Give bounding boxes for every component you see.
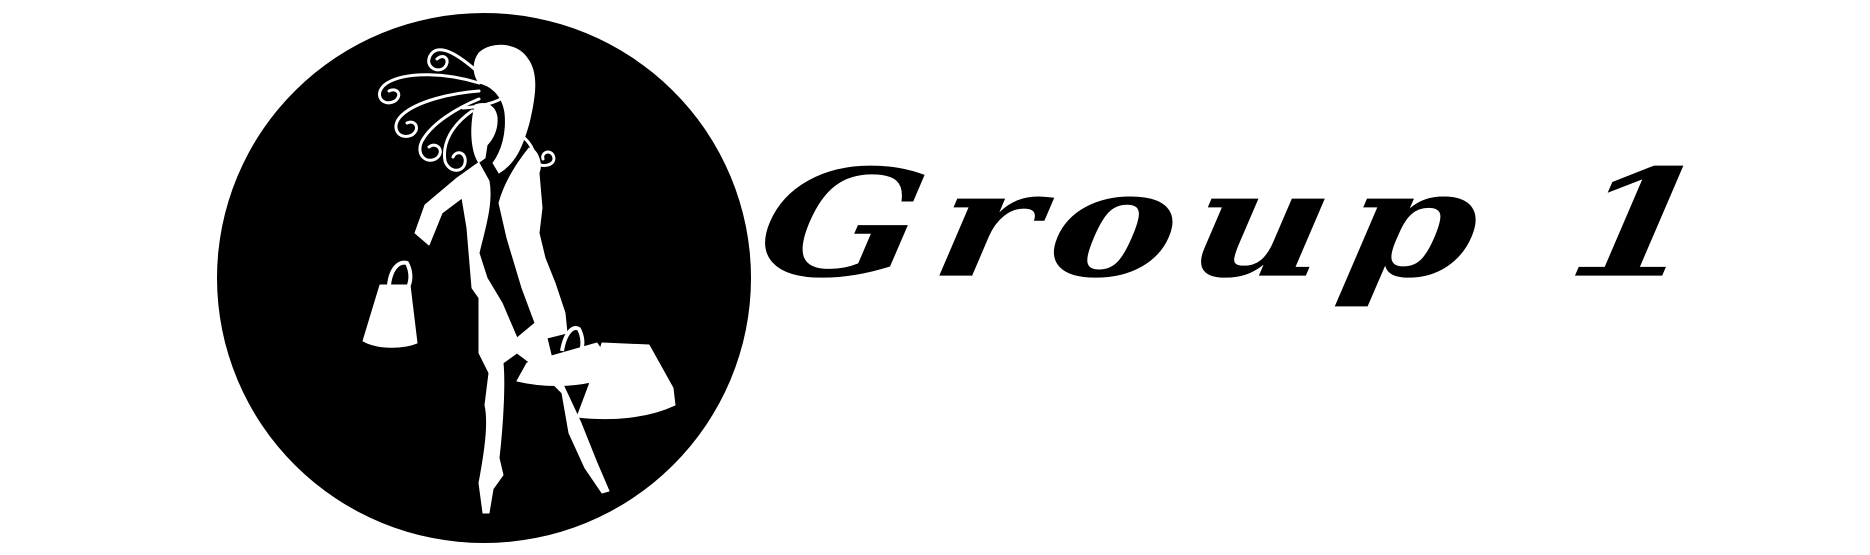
shopping-woman-silhouette-icon — [217, 13, 751, 543]
brand-name: Group 1 — [746, 136, 1734, 311]
